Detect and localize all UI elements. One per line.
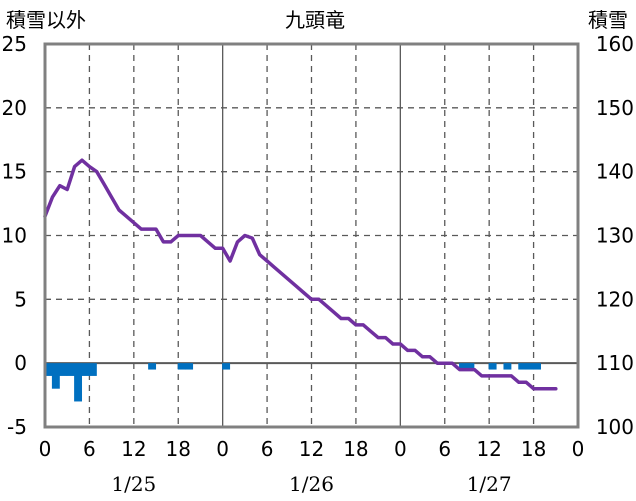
left-tick-label: -5 bbox=[7, 415, 27, 439]
x-tick-label: 18 bbox=[166, 437, 191, 461]
x-tick-label: 12 bbox=[476, 437, 501, 461]
snow-depth-line bbox=[43, 158, 558, 391]
left-tick-label: 15 bbox=[2, 160, 27, 184]
bar bbox=[488, 363, 497, 370]
grid-lines bbox=[45, 44, 578, 427]
x-tick-label: 12 bbox=[121, 437, 146, 461]
bar bbox=[518, 363, 527, 370]
x-tick-label: 0 bbox=[572, 437, 585, 461]
bar bbox=[74, 363, 83, 402]
right-tick-label: 150 bbox=[596, 96, 634, 120]
x-tick-label: 6 bbox=[83, 437, 96, 461]
bar bbox=[66, 363, 75, 376]
bar bbox=[533, 363, 541, 370]
right-tick-label: 160 bbox=[596, 32, 634, 56]
bar bbox=[51, 363, 60, 389]
bar bbox=[466, 363, 475, 370]
left-tick-label: 25 bbox=[2, 32, 27, 56]
bar bbox=[177, 363, 186, 370]
bar bbox=[185, 363, 194, 370]
bar bbox=[44, 363, 53, 376]
bar bbox=[459, 363, 467, 370]
right-tick-label: 130 bbox=[596, 224, 634, 248]
left-tick-label: 20 bbox=[2, 96, 27, 120]
left-axis-label: 積雪以外 bbox=[6, 8, 86, 32]
plot-frame bbox=[43, 42, 580, 429]
bar-series bbox=[44, 363, 541, 402]
bar bbox=[81, 363, 90, 376]
left-tick-label: 5 bbox=[14, 287, 27, 311]
right-tick-label: 110 bbox=[596, 351, 634, 375]
right-tick-label: 100 bbox=[596, 415, 634, 439]
bar bbox=[525, 363, 534, 370]
x-tick-label: 12 bbox=[299, 437, 324, 461]
x-tick-label: 0 bbox=[39, 437, 52, 461]
x-tick-label: 0 bbox=[394, 437, 407, 461]
x-tick-label: 18 bbox=[521, 437, 546, 461]
bar bbox=[59, 363, 68, 376]
x-tick-label: 6 bbox=[438, 437, 451, 461]
date-label: 1/27 bbox=[467, 472, 512, 496]
right-axis-label: 積雪 bbox=[588, 8, 628, 32]
x-tick-label: 6 bbox=[261, 437, 274, 461]
chart-title: 九頭竜 bbox=[285, 8, 345, 32]
date-label: 1/26 bbox=[289, 472, 334, 496]
right-tick-label: 140 bbox=[596, 160, 634, 184]
x-tick-label: 18 bbox=[343, 437, 368, 461]
right-tick-label: 120 bbox=[596, 287, 634, 311]
x-tick-label: 0 bbox=[216, 437, 229, 461]
bar bbox=[88, 363, 97, 376]
bar bbox=[222, 363, 231, 370]
bar bbox=[503, 363, 512, 370]
date-label: 1/25 bbox=[111, 472, 156, 496]
left-tick-label: 10 bbox=[2, 224, 27, 248]
left-tick-label: 0 bbox=[14, 351, 27, 375]
bar bbox=[148, 363, 157, 370]
snow-depth-series bbox=[43, 158, 558, 391]
